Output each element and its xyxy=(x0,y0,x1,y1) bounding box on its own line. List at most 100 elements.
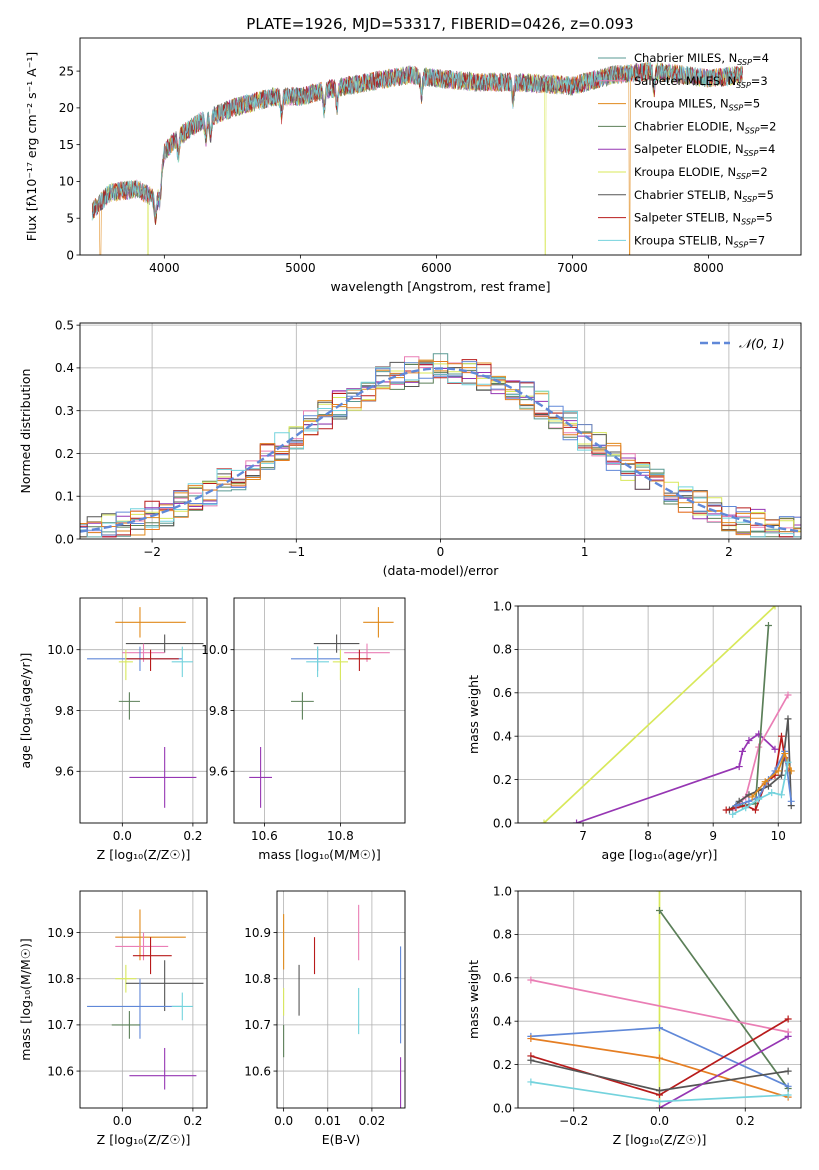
x-axis-label: age [log₁₀(age/yr)] xyxy=(602,847,718,862)
y-tick-label: 0.0 xyxy=(493,1101,512,1115)
weight-marker-kroupa_stelib xyxy=(656,1097,663,1105)
plot-area-spectrum xyxy=(91,61,743,255)
legend-text: Kroupa STELIB, N xyxy=(634,233,734,247)
y-tick-label: 10.6 xyxy=(244,1064,271,1078)
legend-text: Chabrier ELODIE, N xyxy=(634,119,745,133)
legend-text: Salpeter MILES, N xyxy=(634,74,736,88)
weight-line-chabrier_elodie xyxy=(658,910,789,1089)
histogram-step xyxy=(80,360,801,538)
weight-marker-salpeter_stelib xyxy=(784,1015,792,1023)
x-tick-label: 0 xyxy=(437,545,445,559)
x-tick-label: −2 xyxy=(143,545,161,559)
y-tick-label: 0.8 xyxy=(493,643,512,657)
weight-marker-chabrier_stelib xyxy=(656,1087,663,1095)
weight-marker-chabrier_stelib xyxy=(527,1056,535,1064)
weight-marker-kroupa_miles xyxy=(761,778,769,786)
weight-marker-chabrier_stelib xyxy=(784,1067,792,1075)
weight-marker-chabrier_elodie xyxy=(764,622,772,630)
y-tick-label: 10.0 xyxy=(47,643,74,657)
y-tick-label: 0.4 xyxy=(493,730,512,744)
legend-text-tail: =5 xyxy=(756,211,773,225)
legend-entry: Salpeter STELIB, NSSP=5 xyxy=(634,211,773,227)
weight-line-kroupa_elodie xyxy=(543,606,776,823)
legend-entry: Chabrier ELODIE, NSSP=2 xyxy=(634,119,776,135)
axes-frame xyxy=(276,890,406,1109)
axes-frame xyxy=(79,597,208,824)
legend-text-tail: =4 xyxy=(752,51,769,65)
weight-marker-salpeter_elodie xyxy=(573,819,581,823)
legend-subscript: SSP xyxy=(729,104,744,113)
axes-frame xyxy=(79,890,208,1109)
weight-marker-blue xyxy=(787,797,795,805)
legend-entry: Salpeter MILES, NSSP=3 xyxy=(634,74,768,90)
legend-entry: Kroupa STELIB, NSSP=7 xyxy=(634,233,765,249)
x-tick-label: −1 xyxy=(287,545,305,559)
y-tick-label: 10.7 xyxy=(47,1018,74,1032)
panel-mass-vs-EBV: 0.0 0.01 0.02 10.6 10.7 10.8 10.9 E(B-V) xyxy=(244,890,406,1147)
weight-marker-blue xyxy=(745,797,753,805)
legend-subscript: SSP xyxy=(736,172,751,181)
y-tick-label: 0.0 xyxy=(55,532,74,546)
legend-entry: Kroupa ELODIE, NSSP=2 xyxy=(634,165,768,181)
y-tick-label: 20 xyxy=(59,101,74,115)
plot-area-residuals xyxy=(80,323,801,539)
legend-text-tail: =7 xyxy=(748,233,765,247)
y-tick-label: 1.0 xyxy=(493,599,512,613)
legend-entry: 𝒩(0, 1) xyxy=(739,336,785,351)
legend-subscript: SSP xyxy=(742,195,757,204)
legend-text: Salpeter ELODIE, N xyxy=(634,142,744,156)
legend-text-tail: =5 xyxy=(743,97,760,111)
x-tick-label: 0.0 xyxy=(113,829,132,843)
weight-marker-kroupa_miles xyxy=(748,793,756,801)
y-tick-label: 0.4 xyxy=(493,1015,512,1029)
y-axis-label: age [log₁₀(age/yr)] xyxy=(18,653,33,769)
y-tick-label: 9.8 xyxy=(55,704,74,718)
x-tick-label: 0.0 xyxy=(113,1114,132,1128)
weight-marker-kroupa_miles xyxy=(781,750,789,758)
plot-area-mass-vs-Z xyxy=(80,891,207,1108)
y-axis-label: mass weight xyxy=(466,960,481,1039)
weight-marker-salpeter_elodie xyxy=(784,1032,792,1040)
x-axis-label: wavelength [Angstrom, rest frame] xyxy=(330,279,550,294)
legend-entry: Salpeter ELODIE, NSSP=4 xyxy=(634,142,775,158)
weight-marker-salpeter_miles xyxy=(784,691,792,699)
spectrum-line-kroupa_stelib xyxy=(91,62,743,221)
weight-marker-chabrier_stelib xyxy=(777,771,785,779)
weight-marker-blue xyxy=(732,802,740,810)
weight-line-salpeter_elodie xyxy=(659,1035,789,1108)
y-tick-label: 0.6 xyxy=(493,971,512,985)
y-axis-label: Normed distribution xyxy=(18,369,33,494)
x-tick-label: 9 xyxy=(709,829,717,843)
x-axis-label: E(B-V) xyxy=(322,1132,361,1147)
histogram-step xyxy=(80,364,801,538)
y-tick-label: 1.0 xyxy=(493,884,512,898)
weight-marker-kroupa_stelib xyxy=(729,810,737,818)
x-tick-label: 7 xyxy=(579,829,587,843)
weight-marker-kroupa_stelib xyxy=(742,804,750,812)
x-tick-label: 0.2 xyxy=(183,829,202,843)
legend-entry: Kroupa MILES, NSSP=5 xyxy=(634,97,760,113)
y-tick-label: 5 xyxy=(66,212,74,226)
x-tick-label: 6000 xyxy=(421,261,452,275)
axes-frame xyxy=(79,322,802,540)
weight-marker-salpeter_elodie xyxy=(656,1104,663,1108)
legend-subscript: SSP xyxy=(734,240,749,249)
x-axis-label: mass [log₁₀(M/M☉)] xyxy=(258,847,380,862)
plot-area-weight-vs-Z xyxy=(518,891,801,1108)
legend-text: Salpeter STELIB, N xyxy=(634,211,741,225)
y-axis-label: mass weight xyxy=(466,675,481,754)
legend-subscript: SSP xyxy=(741,218,756,227)
x-tick-label: 8 xyxy=(644,829,652,843)
weight-marker-salpeter_miles xyxy=(527,976,535,984)
y-tick-label: 0.4 xyxy=(55,361,74,375)
weight-marker-blue xyxy=(656,1024,663,1032)
y-tick-label: 0.0 xyxy=(493,816,512,830)
spectrum-line-kroupa_miles xyxy=(91,61,743,255)
x-axis-label: Z [log₁₀(Z/Z☉)] xyxy=(97,847,191,862)
legend-text-tail: =2 xyxy=(760,119,777,133)
legend-text: Chabrier STELIB, N xyxy=(634,188,742,202)
histogram-step xyxy=(80,361,801,536)
